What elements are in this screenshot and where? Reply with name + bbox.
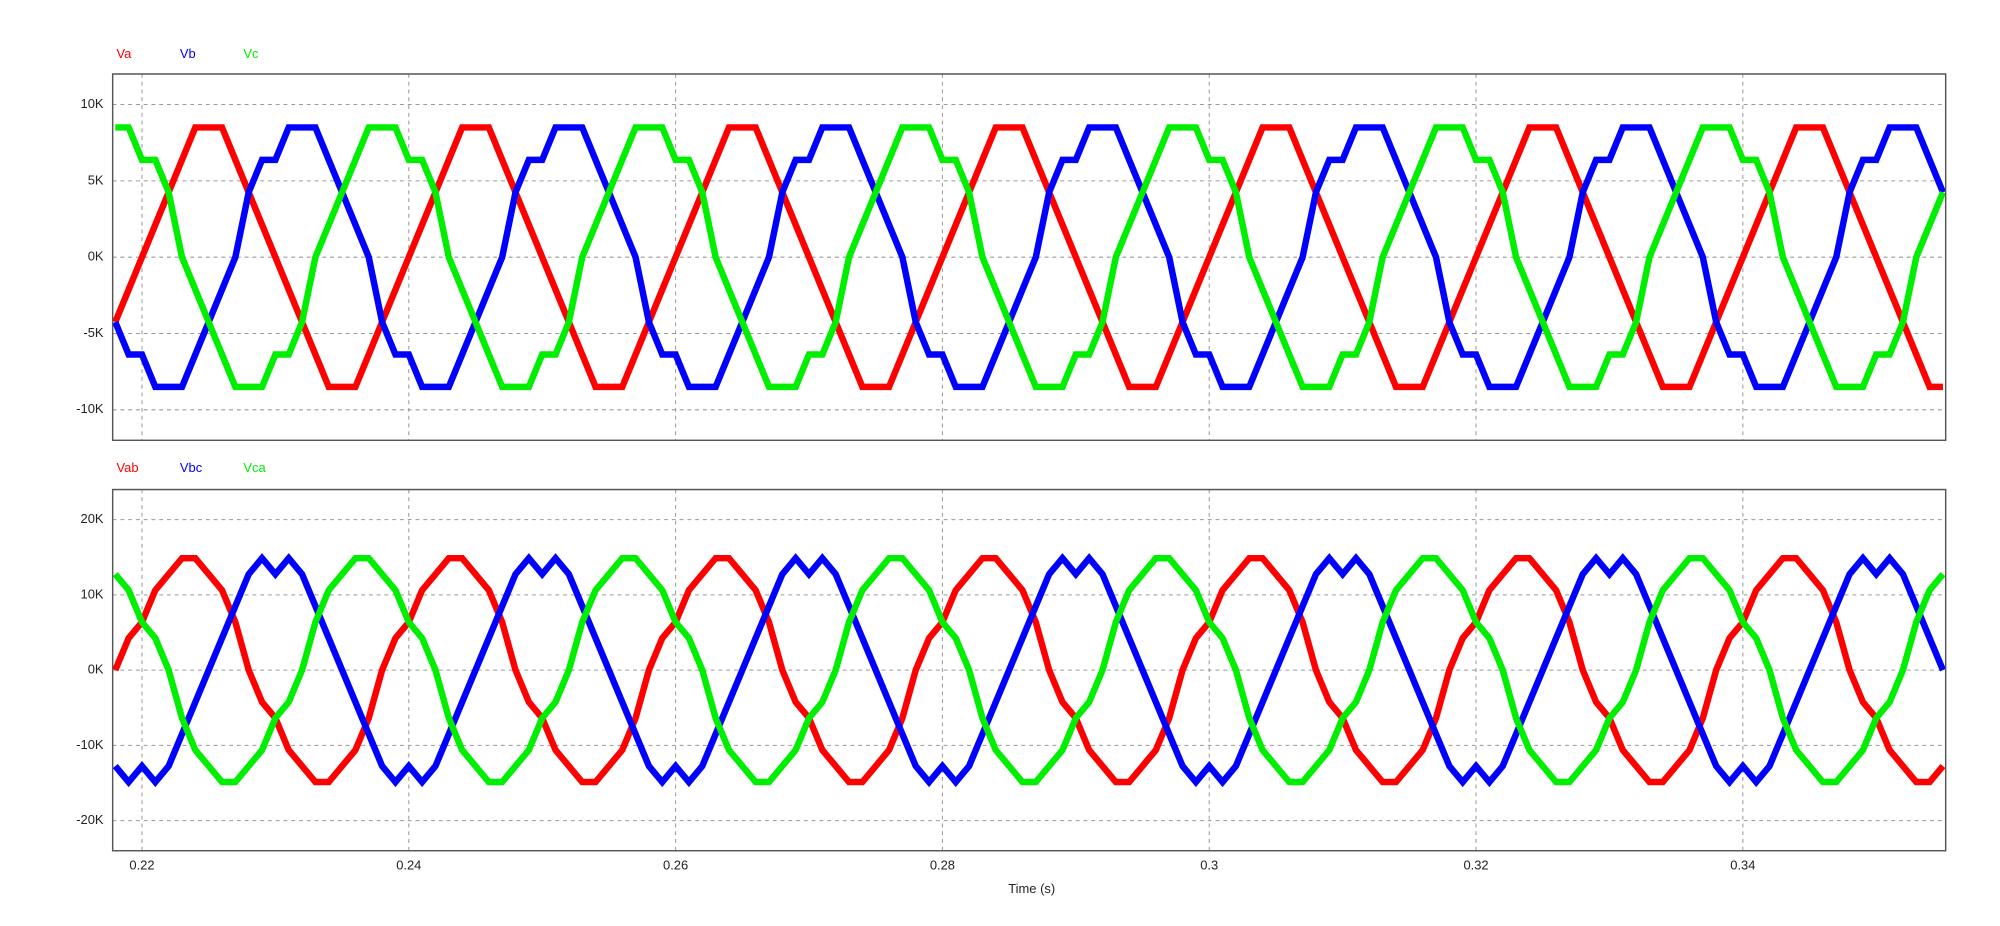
y-tick-label: 0K — [88, 662, 104, 677]
trace — [112, 124, 1946, 391]
legend-entry: Va — [117, 46, 133, 61]
y-tick-label: -20K — [76, 812, 104, 827]
trace — [112, 554, 1946, 786]
x-tick-label: 0.34 — [1730, 858, 1755, 873]
legend-entry: Vb — [180, 46, 196, 61]
x-tick-label: 0.32 — [1463, 858, 1488, 873]
trace — [112, 553, 1946, 788]
x-tick-label: 0.22 — [129, 858, 154, 873]
y-tick-label: -10K — [76, 737, 104, 752]
x-tick-label: 0.26 — [663, 858, 688, 873]
y-tick-label: 10K — [81, 586, 104, 601]
plot-border — [111, 73, 1947, 441]
x-tick-label: 0.28 — [930, 858, 955, 873]
x-tick-label: 0.24 — [396, 858, 421, 873]
legend-entry: Vc — [243, 46, 259, 61]
y-tick-label: 0K — [88, 249, 104, 264]
legend-entry: Vca — [243, 460, 266, 475]
y-tick-label: 10K — [81, 96, 104, 111]
legend-entry: Vab — [117, 460, 139, 475]
trace — [115, 124, 1946, 391]
y-tick-label: 5K — [88, 172, 104, 187]
plot-area — [112, 553, 1946, 788]
trace — [112, 554, 1946, 786]
plot-area — [112, 124, 1946, 391]
plot-border — [111, 488, 1947, 852]
y-tick-label: -5K — [83, 325, 104, 340]
legend-entry: Vbc — [180, 460, 203, 475]
x-axis-title: Time (s) — [1008, 881, 1055, 896]
y-tick-label: -10K — [76, 401, 104, 416]
y-tick-label: 20K — [81, 511, 104, 526]
trace — [112, 124, 1943, 391]
x-tick-label: 0.3 — [1200, 858, 1218, 873]
